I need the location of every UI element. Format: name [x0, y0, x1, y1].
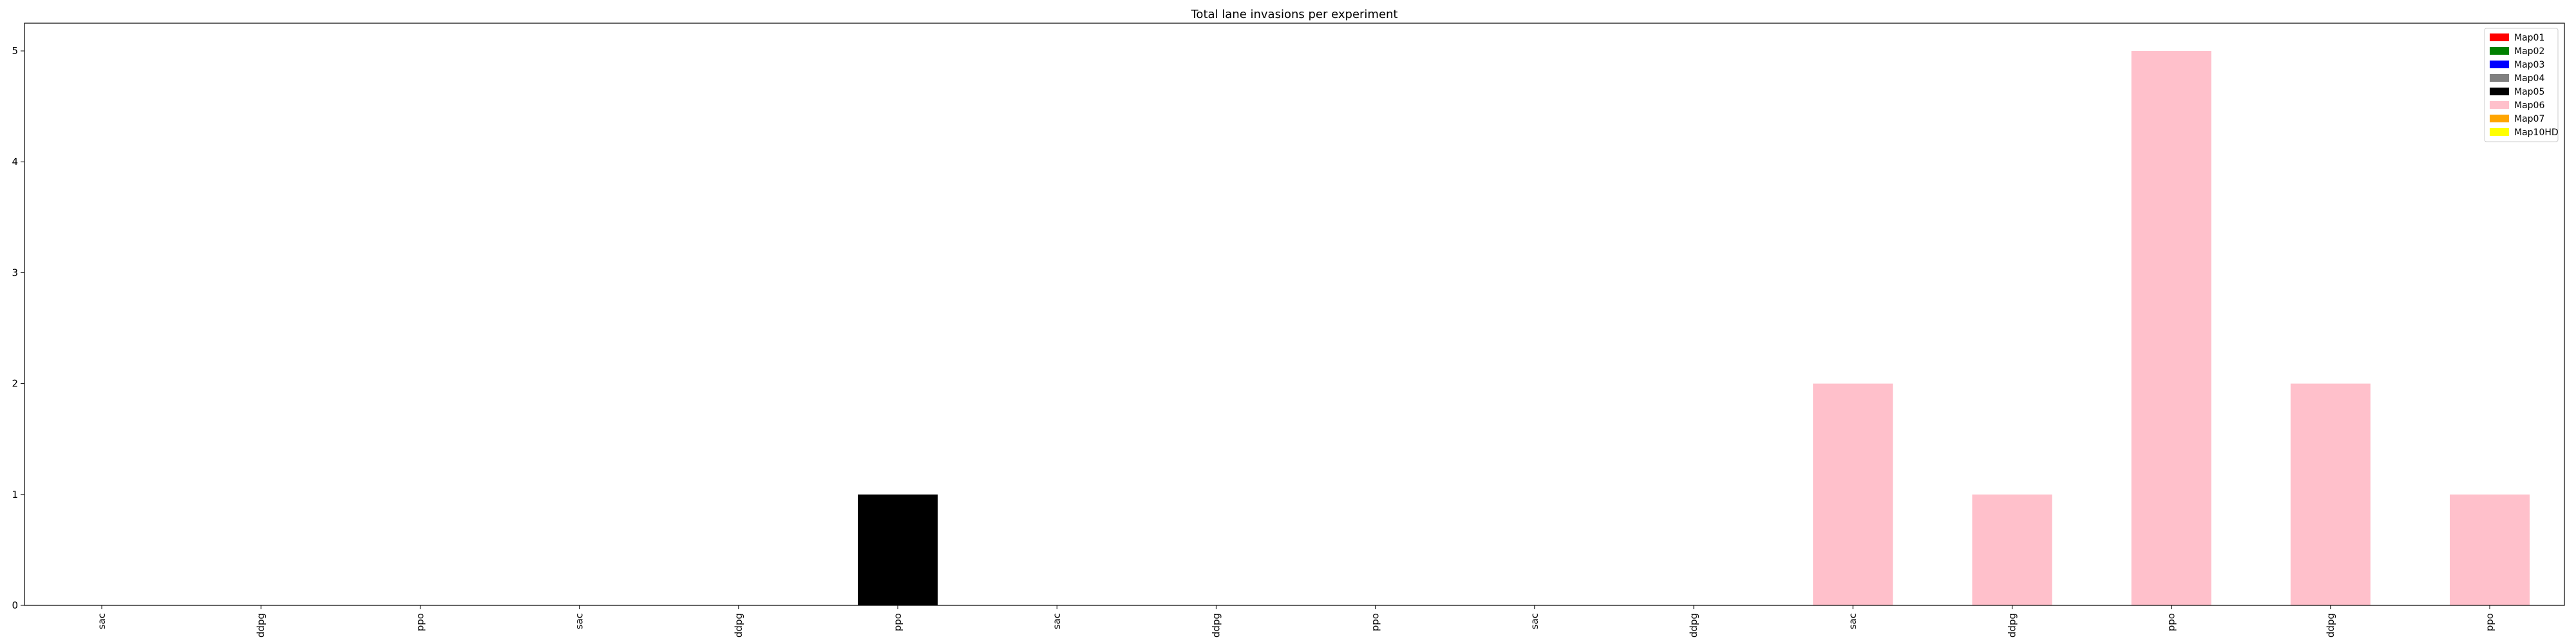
- x-axis: sac ddpg ppo sac ddpg ppo sac ddpg ppo sac ddpg sac…: [96, 605, 2496, 638]
- y-tick-label: 1: [12, 489, 18, 500]
- y-tick-label: 3: [12, 267, 18, 278]
- x-tick-label: sac: [1051, 613, 1063, 629]
- bar-12: [1972, 494, 2052, 605]
- x-tick-label: sac: [1847, 613, 1859, 629]
- legend-swatch-map03: [2490, 61, 2509, 68]
- legend-label-map02: Map02: [2514, 46, 2544, 57]
- x-tick-label: ppo: [2166, 613, 2177, 631]
- bar-14: [2290, 383, 2371, 605]
- legend-swatch-map07: [2490, 115, 2509, 122]
- legend-swatch-map02: [2490, 47, 2509, 55]
- legend-box: [2484, 28, 2559, 142]
- x-tick-label: ddpg: [2325, 613, 2336, 638]
- y-axis: 0 1 2 3 4 5: [12, 45, 24, 611]
- x-tick-label: ddpg: [1688, 613, 1700, 638]
- x-tick-label: ppo: [892, 613, 904, 631]
- legend-swatch-map10hd: [2490, 128, 2509, 136]
- y-tick-label: 4: [12, 156, 18, 167]
- y-tick-label: 0: [12, 600, 18, 611]
- legend-label-map07: Map07: [2514, 114, 2544, 124]
- legend-label-map05: Map05: [2514, 87, 2544, 97]
- legend-swatch-map06: [2490, 101, 2509, 109]
- y-tick-label: 5: [12, 45, 18, 57]
- bar-5: [858, 494, 938, 605]
- x-tick-label: ddpg: [255, 613, 267, 638]
- legend-label-map10hd: Map10HD: [2514, 128, 2559, 138]
- plot-area-frame: [24, 23, 2565, 606]
- bar-15: [2450, 494, 2530, 605]
- x-tick-label: sac: [1529, 613, 1540, 629]
- x-tick-label: ppo: [414, 613, 426, 631]
- legend: Map01 Map02 Map03 Map04 Map05 Map06 Map07 Map10…: [2484, 28, 2559, 142]
- bar-13: [2131, 51, 2211, 606]
- legend-swatch-map04: [2490, 74, 2509, 82]
- x-tick-label: sac: [574, 613, 585, 629]
- x-tick-label: ppo: [2484, 613, 2496, 631]
- x-tick-label: ddpg: [2006, 613, 2018, 638]
- legend-label-map04: Map04: [2514, 73, 2544, 84]
- x-tick-label: ppo: [1370, 613, 1381, 631]
- chart-title: Total lane invasions per experiment: [1191, 8, 1398, 21]
- legend-swatch-map05: [2490, 88, 2509, 95]
- y-tick-label: 2: [12, 378, 18, 390]
- legend-label-map06: Map06: [2514, 100, 2544, 111]
- legend-swatch-map01: [2490, 33, 2509, 41]
- x-tick-label: sac: [96, 613, 108, 629]
- legend-label-map03: Map03: [2514, 60, 2544, 70]
- legend-label-map01: Map01: [2514, 33, 2544, 43]
- x-tick-label: ddpg: [733, 613, 744, 638]
- bars-group: [858, 51, 2530, 606]
- x-tick-label: ddpg: [1210, 613, 1222, 638]
- bar-11: [1813, 383, 1893, 605]
